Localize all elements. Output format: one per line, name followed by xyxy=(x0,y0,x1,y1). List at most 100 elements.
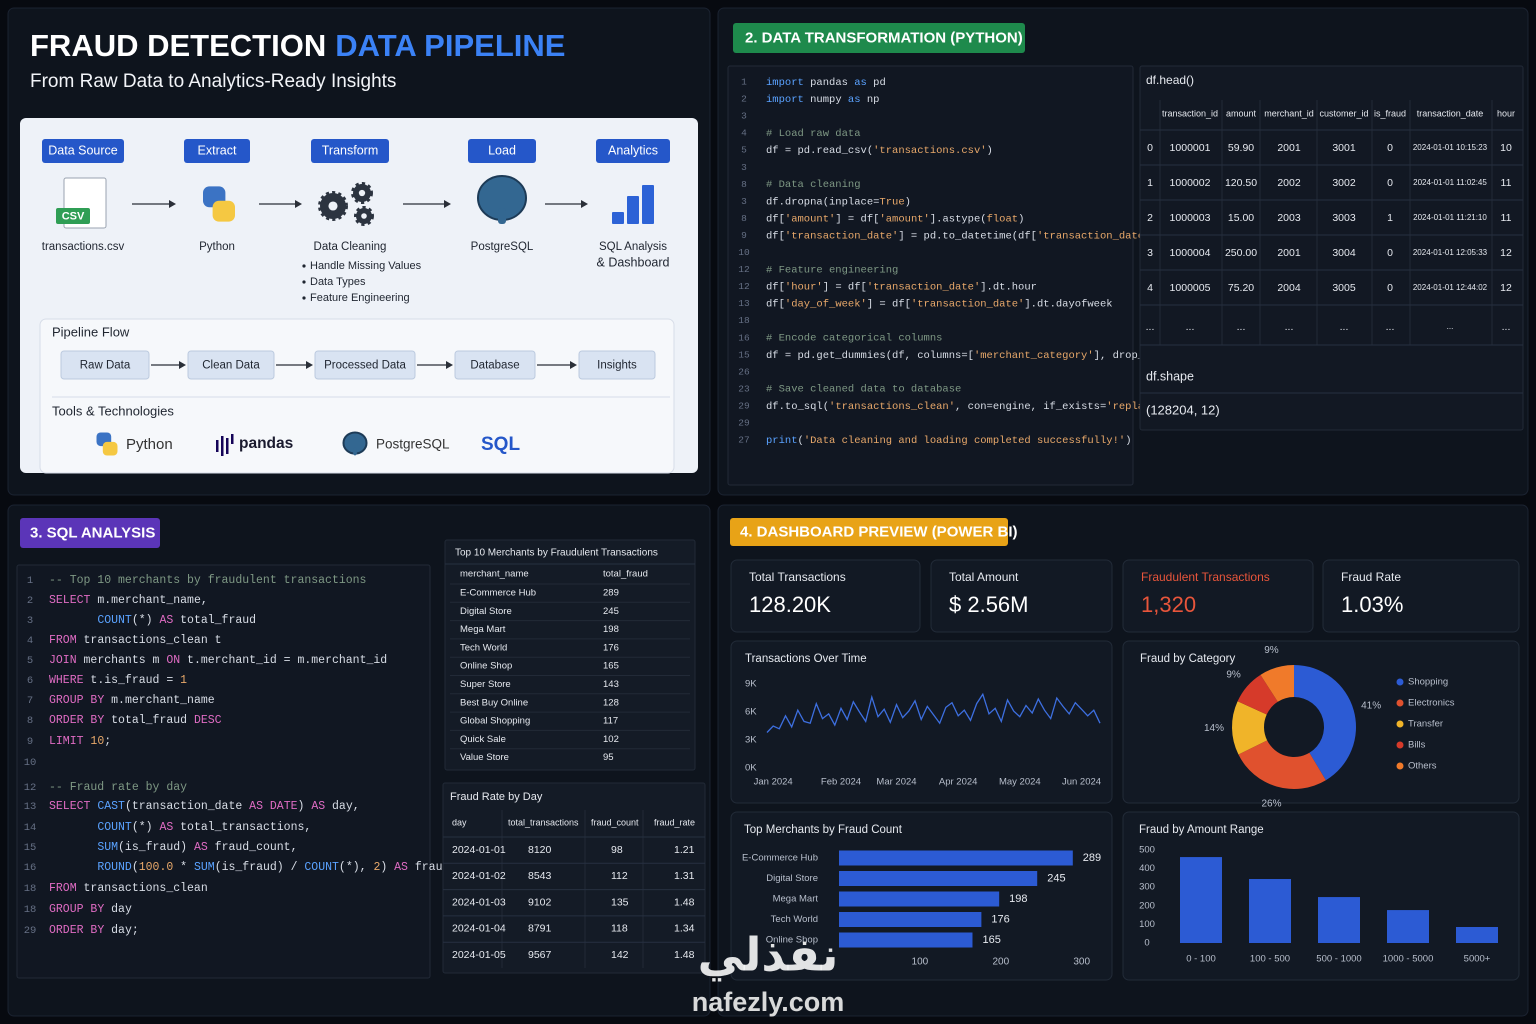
stage-tag-label: Data Source xyxy=(48,143,118,157)
table-cell: 102 xyxy=(603,734,619,745)
kpi-value: 1.03% xyxy=(1341,592,1403,617)
code-line: # Load raw data xyxy=(766,128,861,140)
code-token: FROM xyxy=(49,882,77,895)
table-cell: 9102 xyxy=(528,896,552,908)
flow-step xyxy=(578,350,656,380)
kpi-label: Fraud Rate xyxy=(1341,570,1401,584)
code-token: ] = df[ xyxy=(835,213,879,225)
code-token: JOIN xyxy=(49,654,77,667)
table-cell: 128 xyxy=(603,697,619,708)
code-token: fraud_count, xyxy=(208,841,298,854)
line-number: 23 xyxy=(738,383,750,394)
arrow-head xyxy=(570,361,577,369)
bar xyxy=(839,891,1000,907)
table-header: fraud_count xyxy=(591,817,639,827)
y-tick-label: Digital Store xyxy=(766,873,818,884)
data-label: 9% xyxy=(1226,669,1241,680)
legend-label: Transfer xyxy=(1408,719,1443,730)
table-cell: Global Shopping xyxy=(460,716,530,727)
arrow-head xyxy=(581,200,588,208)
table-cell: 8120 xyxy=(528,844,552,856)
x-tick-label: 500 - 1000 xyxy=(1316,954,1361,965)
line-number: 18 xyxy=(24,904,37,916)
code-token: m.merchant_name xyxy=(104,694,215,707)
section-badge xyxy=(20,518,160,548)
table-cell: 4 xyxy=(1147,282,1153,294)
code-token: AS xyxy=(194,841,208,854)
code-token xyxy=(49,841,97,854)
table-cell: ... xyxy=(1340,321,1349,333)
bar xyxy=(839,871,1038,886)
table-cell: 11 xyxy=(1501,177,1512,189)
line-number: 29 xyxy=(738,400,750,411)
x-tick-label: Jun 2024 xyxy=(1062,777,1101,788)
table-cell: 118 xyxy=(611,923,628,935)
table-cell: 2024-01-04 xyxy=(452,923,506,935)
kpi-value: 128.20K xyxy=(749,592,831,617)
code-token: SUM xyxy=(97,841,118,854)
table-cell: 1 xyxy=(1387,212,1393,224)
arrow-head xyxy=(179,361,186,369)
x-tick-label: 100 xyxy=(912,957,929,968)
code-line: import pandas as pd xyxy=(766,77,886,89)
table-header: day xyxy=(452,817,467,827)
data-label: 9% xyxy=(1264,645,1279,656)
table-cell: 2004 xyxy=(1277,282,1301,294)
chart-title: Fraud by Amount Range xyxy=(1139,824,1264,836)
table-cell: 0 xyxy=(1387,247,1393,259)
tool-name: Python xyxy=(126,436,173,453)
kpi-card xyxy=(1122,559,1314,633)
code-line: df['hour'] = df['transaction_date'].dt.h… xyxy=(766,281,1037,293)
code-token: float xyxy=(987,213,1019,225)
table-cell: 2024-01-01 11:21:10 xyxy=(1413,213,1487,222)
code-token xyxy=(84,903,91,916)
code-token: df[ xyxy=(766,230,785,242)
table-cell: 165 xyxy=(603,661,619,672)
table-cell: 117 xyxy=(603,716,618,727)
code-token: , con=engine, if_exists= xyxy=(955,401,1106,413)
dataframe-box xyxy=(1139,65,1524,431)
code-line: FROM transactions_clean t xyxy=(49,634,222,647)
code-token: ].dt.hour xyxy=(980,281,1037,293)
bar xyxy=(1249,879,1291,943)
donut-slice xyxy=(1260,665,1294,702)
table-header: total_transactions xyxy=(508,817,579,827)
code-token xyxy=(84,735,91,748)
table-cell: 135 xyxy=(611,896,629,908)
table-cell: 0 xyxy=(1387,177,1393,189)
table-cell: 2001 xyxy=(1277,247,1301,259)
line-number: 15 xyxy=(24,842,37,854)
code-token: SUM xyxy=(194,861,215,874)
y-tick-label: Mega Mart xyxy=(773,894,819,905)
table-cell: 2002 xyxy=(1277,177,1301,189)
table-cell: 1000002 xyxy=(1170,177,1211,189)
table-cell: 120.50 xyxy=(1225,177,1257,189)
code-token: (is_fraud) xyxy=(118,841,194,854)
legend-label: Shopping xyxy=(1408,677,1448,688)
table-cell: 1.48 xyxy=(674,896,695,908)
table-cell: ... xyxy=(1386,321,1395,333)
table-cell: 1000003 xyxy=(1170,212,1211,224)
arrow-head xyxy=(446,361,453,369)
table-cell: 245 xyxy=(603,606,619,617)
code-token xyxy=(84,924,91,937)
table-cell: 75.20 xyxy=(1228,282,1254,294)
code-line: WHERE t.is_fraud = 1 xyxy=(49,674,187,687)
code-line: LIMIT 10; xyxy=(49,735,111,748)
x-tick-label: Mar 2024 xyxy=(876,777,916,788)
y-tick-label: 6K xyxy=(745,707,757,718)
line-number: 12 xyxy=(738,264,750,275)
table-cell: Best Buy Online xyxy=(460,697,528,708)
code-line: df.dropna(inplace=True) xyxy=(766,196,911,208)
flow-step-label: Raw Data xyxy=(80,360,131,372)
table-cell: 2024-01-03 xyxy=(452,896,506,908)
table-cell: Mega Mart xyxy=(460,624,506,635)
code-token: COUNT xyxy=(97,614,132,627)
arrow-head xyxy=(169,200,176,208)
code-token: day; xyxy=(104,924,139,937)
table-title: Fraud Rate by Day xyxy=(450,791,543,803)
table-header: transaction_date xyxy=(1417,108,1484,118)
legend-swatch xyxy=(1396,678,1404,686)
code-token: FROM xyxy=(49,634,77,647)
